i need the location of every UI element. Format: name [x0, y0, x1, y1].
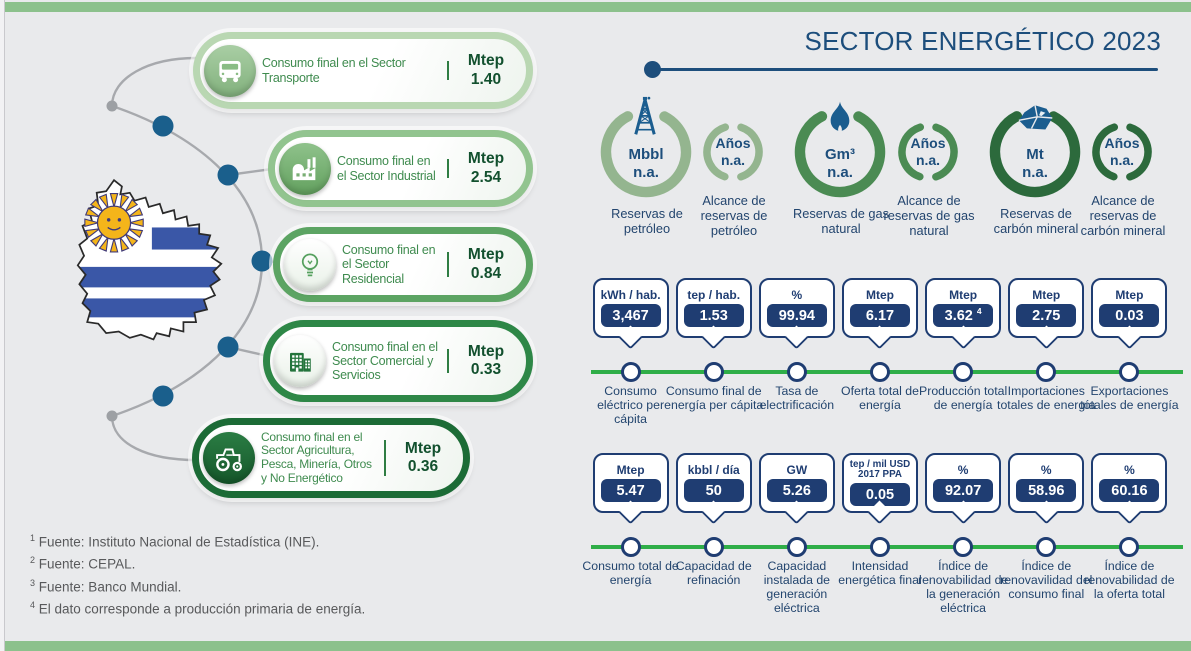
indicator-renovabilidad-consumo: % 58.96 Índice de renovavilidad del consu… — [1000, 453, 1092, 631]
reserve-alcance-carbon: Años n.a. — [1091, 121, 1153, 183]
bus-icon — [204, 44, 256, 97]
title-line-dot — [644, 61, 661, 78]
sector-value: Mtep 1.40 — [467, 52, 505, 88]
top-green-bar — [4, 2, 1191, 12]
indicator-bubble: Mtep 6.17 — [841, 278, 918, 338]
timeline-node — [1119, 362, 1140, 382]
sector-value: Mtep 2.54 — [467, 150, 505, 186]
sector-value: Mtep 0.36 — [404, 439, 442, 475]
indicator-importaciones: Mtep 2.75 Importaciones totales de energí… — [997, 278, 1096, 443]
title-underline — [655, 68, 1158, 71]
indicator-capacidad-instalada: GW 5.26 Capacidad instalada de generación… — [755, 453, 838, 631]
indicator-renovabilidad-generacion: % 92.07 Índice de renovabilidad de la gen… — [918, 453, 1008, 631]
reserve-alcance-gas: Años n.a. — [897, 121, 959, 183]
timeline-node — [786, 537, 807, 557]
indicator-exportaciones: Mtep 0.03 Exportaciones totales de energí… — [1080, 278, 1179, 443]
timeline-node — [620, 537, 641, 557]
indicator-oferta-total: Mtep 6.17 Oferta total de energía — [838, 278, 921, 443]
factory-icon — [279, 142, 331, 195]
footnote-2: 2 Fuente: CEPAL. — [30, 555, 136, 572]
timeline-node — [1036, 537, 1057, 557]
sector-label: Consumo final en el Sector Comercial y S… — [332, 339, 438, 383]
indicator-consumo-electrico: kWh / hab. 3,467 Consumo eléctrico per cá… — [589, 278, 672, 443]
timeline-node — [620, 362, 641, 382]
timeline-node — [703, 537, 724, 557]
indicator-consumo-total: Mtep 5.47 Consumo total de energía — [582, 453, 679, 631]
indicator-row-2: Mtep 5.47 Consumo total de energía kbbl /… — [582, 453, 1183, 631]
footnote-4: 4 El dato corresponde a producción prima… — [30, 600, 366, 617]
sector-label: Consumo final en el Sector Agricultura, … — [261, 429, 372, 485]
separator — [447, 348, 449, 374]
tractor-icon — [203, 432, 255, 484]
indicator-consumo-final-pc: tep / hab. 1.53 Consumo final de energía … — [664, 278, 763, 443]
indicator-tasa-electrificacion: % 99.94 Tasa de electrificación — [755, 278, 838, 443]
separator — [384, 439, 386, 477]
lightbulb-icon — [284, 238, 336, 291]
sun-of-may-icon — [84, 193, 144, 253]
footnotes: 1 Fuente: Instituto Nacional de Estadíst… — [30, 531, 500, 620]
sector-pill-agricultura: Consumo final en el Sector Agricultura, … — [192, 418, 470, 498]
building-icon — [274, 335, 326, 387]
sector-value: Mtep 0.84 — [467, 246, 505, 282]
sector-pill-transporte: Consumo final en el Sector Transporte Mt… — [193, 32, 533, 109]
reserve-label: Reservas de petróleo — [611, 206, 683, 236]
footnote-3: 3 Fuente: Banco Mundial. — [30, 577, 182, 595]
reserve-label: Alcance de reservas de petróleo — [700, 193, 768, 238]
sector-label: Consumo final en el Sector Transporte — [262, 56, 406, 85]
uruguay-flag-map — [76, 178, 223, 341]
connector-node-dots — [152, 115, 273, 407]
reserve-carbon: Mt n.a. — [989, 106, 1081, 198]
sector-pill-residencial: Consumo final en el Sector Residencial M… — [273, 227, 533, 302]
indicator-bubble: Mtep 0.03 — [1091, 278, 1168, 338]
indicator-intensidad-energetica: tep / mil USD 2017 PPA 0.05 Intensidad en… — [838, 453, 922, 631]
reserve-label: Alcance de reservas de gas natural — [883, 193, 975, 238]
separator — [447, 61, 449, 80]
timeline-node — [953, 362, 974, 382]
page-title: SECTOR ENERGÉTICO 2023 — [804, 26, 1161, 56]
indicator-capacidad-refinacion: kbbl / día 50 Capacidad de refinación — [672, 453, 755, 631]
timeline-node — [953, 537, 974, 557]
indicator-row-1: kWh / hab. 3,467 Consumo eléctrico per cá… — [589, 278, 1183, 443]
sector-label: Consumo final en el Sector Industrial — [337, 154, 436, 183]
separator — [447, 252, 449, 277]
indicator-produccion-total: Mtep 3.62 4 Producción total de energía — [919, 278, 1007, 443]
reserve-label: Reservas de gas natural — [792, 206, 890, 236]
reserve-petroleo: Mbbl n.a. — [600, 106, 692, 198]
left-edge-strip — [0, 0, 5, 651]
sector-pill-industrial: Consumo final en el Sector Industrial Mt… — [268, 130, 533, 207]
timeline-node — [703, 362, 724, 382]
timeline-node — [1036, 362, 1057, 382]
indicator-renovabilidad-oferta: % 60.16 Índice de renovabilidad de la ofe… — [1084, 453, 1175, 631]
separator — [447, 159, 449, 178]
reserve-label: Reservas de carbón mineral — [993, 206, 1079, 236]
timeline-node — [869, 537, 890, 557]
oil-derrick-icon — [630, 96, 660, 143]
reserve-label: Alcance de reservas de carbón mineral — [1080, 193, 1166, 238]
timeline-node — [786, 362, 807, 382]
coal-icon — [1015, 103, 1055, 138]
bottom-green-bar — [4, 641, 1191, 651]
sector-pill-comercial: Consumo final en el Sector Comercial y S… — [263, 320, 533, 402]
timeline-node — [1119, 537, 1140, 557]
indicator-bubble: % 92.07 — [925, 453, 1002, 513]
reserve-alcance-petroleo: Años n.a. — [702, 121, 764, 183]
flame-icon — [826, 101, 854, 141]
reserve-gas-natural: Gm³ n.a. — [794, 106, 886, 198]
timeline-node — [869, 362, 890, 382]
sector-value: Mtep 0.33 — [467, 342, 505, 378]
indicator-bubble: % 99.94 — [758, 278, 835, 338]
sector-label: Consumo final en el Sector Residencial — [342, 243, 436, 286]
footnote-1: 1 Fuente: Instituto Nacional de Estadíst… — [30, 533, 320, 550]
